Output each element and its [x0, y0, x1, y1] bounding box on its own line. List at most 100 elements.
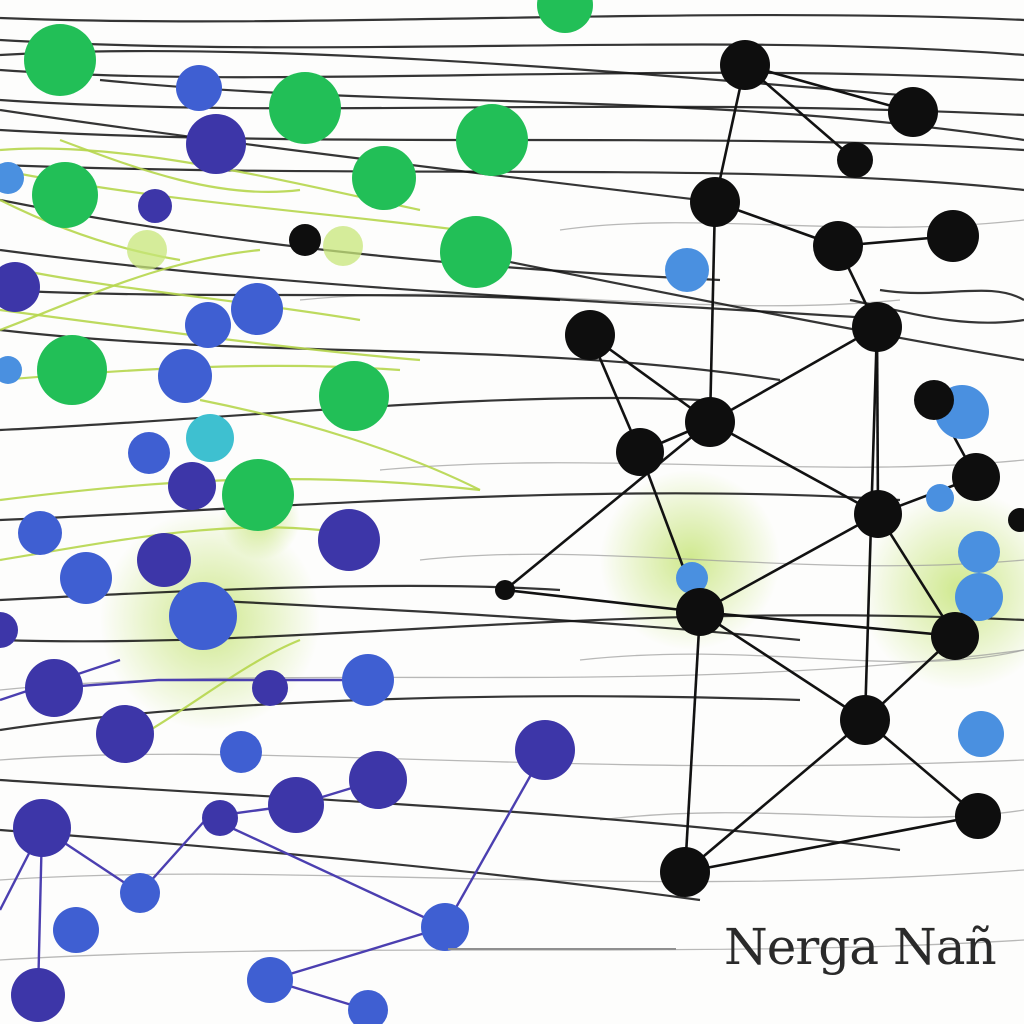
black-circle-node-icon: [1008, 508, 1024, 532]
lime-vine-edge: [19, 268, 361, 322]
indigo-circle-node-icon: [13, 799, 71, 857]
lime-blob-icon: [127, 230, 167, 270]
black-circle-node-icon: [854, 490, 902, 538]
gray-sketch-edge: [419, 553, 1024, 567]
black-sweep-edge: [0, 108, 701, 202]
indigo-circle-node-icon: [138, 189, 172, 223]
black-circle-node-icon: [927, 210, 979, 262]
indigo-circle-node-icon: [515, 720, 575, 780]
sky-circle-node-icon: [926, 484, 954, 512]
green-circle-node-icon: [222, 459, 294, 531]
black-graph-edge: [683, 611, 702, 873]
blue-circle-node-icon: [18, 511, 62, 555]
black-sweep-edge: [0, 198, 721, 282]
blue-circle-node-icon: [342, 654, 394, 706]
black-circle-node-icon: [565, 310, 615, 360]
cyan-circle-node-icon: [186, 414, 234, 462]
indigo-circle-node-icon: [318, 509, 380, 571]
black-sweep-edge: [499, 258, 1024, 362]
indigo-circle-node-icon: [268, 777, 324, 833]
black-circle-node-icon: [852, 302, 902, 352]
black-graph-edge: [699, 610, 866, 722]
indigo-circle-node-icon: [25, 659, 83, 717]
blue-circle-node-icon: [231, 283, 283, 335]
lime-vine-edge: [0, 248, 261, 332]
black-sweep-edge: [199, 598, 801, 642]
black-circle-node-icon: [888, 87, 938, 137]
green-circle-node-icon: [440, 216, 512, 288]
blue-circle-node-icon: [60, 552, 112, 604]
sky-circle-node-icon: [0, 162, 24, 194]
black-circle-node-icon: [660, 847, 710, 897]
black-circle-node-icon: [495, 580, 515, 600]
black-graph-edge: [684, 719, 866, 873]
green-circle-node-icon: [269, 72, 341, 144]
lime-vine-edge: [59, 138, 301, 194]
black-sweep-edge: [0, 614, 1024, 643]
black-graph-edge: [876, 513, 957, 637]
purple-graph-edge: [443, 749, 547, 928]
black-circle-node-icon: [840, 695, 890, 745]
green-circle-node-icon: [24, 24, 96, 96]
black-circle-node-icon: [685, 397, 735, 447]
indigo-circle-node-icon: [252, 670, 288, 706]
black-sweep-edge: [0, 68, 1024, 82]
blue-circle-node-icon: [348, 990, 388, 1024]
black-circle-node-icon: [837, 142, 873, 178]
sky-circle-node-icon: [676, 562, 708, 594]
blue-circle-node-icon: [120, 873, 160, 913]
black-circle-node-icon: [690, 177, 740, 227]
black-graph-edge: [709, 420, 879, 516]
green-circle-node-icon: [456, 104, 528, 176]
indigo-circle-node-icon: [168, 462, 216, 510]
gray-sketch-edge: [379, 459, 1024, 471]
blue-circle-node-icon: [158, 349, 212, 403]
green-circle-node-icon: [32, 162, 98, 228]
black-graph-edge: [504, 420, 711, 592]
sky-circle-node-icon: [958, 711, 1004, 757]
blue-circle-node-icon: [220, 731, 262, 773]
black-circle-node-icon: [955, 793, 1001, 839]
indigo-circle-node-icon: [0, 612, 18, 648]
sky-circle-node-icon: [955, 573, 1003, 621]
caption-rule: [448, 948, 676, 950]
black-sweep-edge: [0, 328, 781, 382]
blue-circle-node-icon: [247, 957, 293, 1003]
black-sweep-edge: [0, 248, 901, 322]
black-sweep-edge: [0, 828, 701, 902]
blue-circle-node-icon: [176, 65, 222, 111]
black-sweep-edge: [0, 492, 901, 522]
black-sweep-edge: [0, 163, 1024, 192]
black-circle-node-icon: [952, 453, 1000, 501]
black-graph-edge: [708, 201, 717, 423]
lime-blob-icon: [323, 226, 363, 266]
black-circle-node-icon: [931, 612, 979, 660]
green-circle-node-icon: [537, 0, 593, 33]
black-circle-node-icon: [289, 224, 321, 256]
black-circle-node-icon: [914, 380, 954, 420]
sky-circle-node-icon: [958, 531, 1000, 573]
black-sweep-edge: [879, 288, 1024, 301]
sky-circle-node-icon: [665, 248, 709, 292]
caption-text: Nerga Nañ: [724, 918, 997, 976]
gray-sketch-edge: [579, 649, 1024, 663]
green-circle-node-icon: [319, 361, 389, 431]
indigo-circle-node-icon: [202, 800, 238, 836]
indigo-circle-node-icon: [349, 751, 407, 809]
green-circle-node-icon: [352, 146, 416, 210]
blue-circle-node-icon: [185, 302, 231, 348]
black-graph-edge: [699, 512, 879, 614]
gray-sketch-edge: [0, 939, 1024, 961]
black-circle-node-icon: [676, 588, 724, 636]
purple-graph-edge: [207, 815, 446, 929]
black-sweep-edge: [0, 38, 1024, 57]
indigo-circle-node-icon: [96, 705, 154, 763]
lime-vine-edge: [149, 638, 301, 731]
lime-vine-edge: [199, 398, 481, 491]
black-graph-edge: [504, 588, 701, 614]
indigo-circle-node-icon: [11, 968, 65, 1022]
blue-circle-node-icon: [421, 903, 469, 951]
gray-sketch-edge: [0, 753, 1024, 767]
blue-circle-node-icon: [128, 432, 170, 474]
